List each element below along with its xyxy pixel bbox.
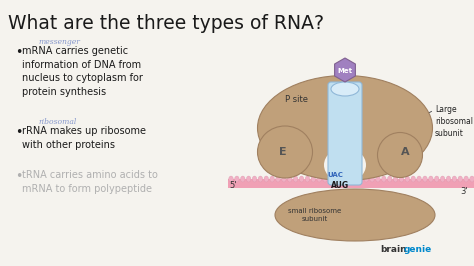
- Polygon shape: [335, 58, 356, 82]
- Text: A: A: [401, 147, 410, 157]
- Text: Met: Met: [337, 68, 353, 74]
- Ellipse shape: [323, 176, 328, 182]
- Ellipse shape: [470, 176, 474, 182]
- Ellipse shape: [382, 176, 386, 182]
- Ellipse shape: [305, 176, 310, 182]
- Ellipse shape: [282, 176, 286, 182]
- Ellipse shape: [464, 176, 468, 182]
- Ellipse shape: [458, 176, 463, 182]
- Ellipse shape: [246, 176, 251, 182]
- Ellipse shape: [264, 176, 268, 182]
- Text: tRNA carries amino acids to
mRNA to form polypeptide: tRNA carries amino acids to mRNA to form…: [22, 170, 158, 194]
- Ellipse shape: [376, 176, 380, 182]
- Ellipse shape: [393, 176, 398, 182]
- Text: messenger: messenger: [38, 38, 80, 46]
- Ellipse shape: [411, 176, 416, 182]
- Ellipse shape: [288, 176, 292, 182]
- Ellipse shape: [335, 176, 339, 182]
- Text: •: •: [15, 170, 22, 183]
- Text: •: •: [15, 126, 22, 139]
- Ellipse shape: [446, 176, 451, 182]
- Ellipse shape: [370, 176, 374, 182]
- Ellipse shape: [364, 176, 368, 182]
- Text: ribosomal: ribosomal: [38, 118, 76, 126]
- Ellipse shape: [299, 176, 304, 182]
- Ellipse shape: [346, 176, 351, 182]
- Text: AUG: AUG: [331, 181, 349, 189]
- Ellipse shape: [235, 176, 239, 182]
- Ellipse shape: [452, 176, 456, 182]
- Ellipse shape: [417, 176, 421, 182]
- Ellipse shape: [435, 176, 439, 182]
- Ellipse shape: [377, 132, 422, 177]
- Ellipse shape: [240, 176, 245, 182]
- Ellipse shape: [423, 176, 427, 182]
- Ellipse shape: [324, 148, 366, 182]
- Ellipse shape: [257, 76, 432, 181]
- Text: 5': 5': [229, 181, 237, 189]
- Ellipse shape: [340, 176, 345, 182]
- FancyBboxPatch shape: [328, 82, 362, 185]
- Ellipse shape: [276, 176, 280, 182]
- Ellipse shape: [328, 176, 333, 182]
- Text: 3': 3': [460, 186, 468, 196]
- Text: genie: genie: [404, 245, 432, 254]
- Ellipse shape: [440, 176, 445, 182]
- Text: rRNA makes up ribosome
with other proteins: rRNA makes up ribosome with other protei…: [22, 126, 146, 149]
- Ellipse shape: [317, 176, 321, 182]
- Text: mRNA carries genetic
information of DNA from
nucleus to cytoplasm for
protein sy: mRNA carries genetic information of DNA …: [22, 46, 143, 97]
- Text: E: E: [279, 147, 287, 157]
- Ellipse shape: [252, 176, 257, 182]
- Text: Large
ribosomal
subunit: Large ribosomal subunit: [435, 105, 473, 138]
- Ellipse shape: [270, 176, 274, 182]
- Ellipse shape: [229, 176, 233, 182]
- Ellipse shape: [258, 176, 263, 182]
- Ellipse shape: [387, 176, 392, 182]
- Ellipse shape: [293, 176, 298, 182]
- Text: What are the three types of RNA?: What are the three types of RNA?: [8, 14, 324, 33]
- Text: brain: brain: [380, 245, 407, 254]
- Text: •: •: [15, 46, 22, 59]
- Text: small ribosome
subunit: small ribosome subunit: [288, 208, 342, 222]
- Ellipse shape: [331, 82, 359, 96]
- Text: P site: P site: [285, 95, 309, 105]
- Text: UAC: UAC: [327, 172, 343, 178]
- Ellipse shape: [399, 176, 404, 182]
- Ellipse shape: [428, 176, 433, 182]
- Ellipse shape: [257, 126, 312, 178]
- Ellipse shape: [311, 176, 316, 182]
- Ellipse shape: [358, 176, 363, 182]
- Ellipse shape: [352, 176, 357, 182]
- Ellipse shape: [275, 189, 435, 241]
- FancyBboxPatch shape: [228, 179, 474, 188]
- Ellipse shape: [405, 176, 410, 182]
